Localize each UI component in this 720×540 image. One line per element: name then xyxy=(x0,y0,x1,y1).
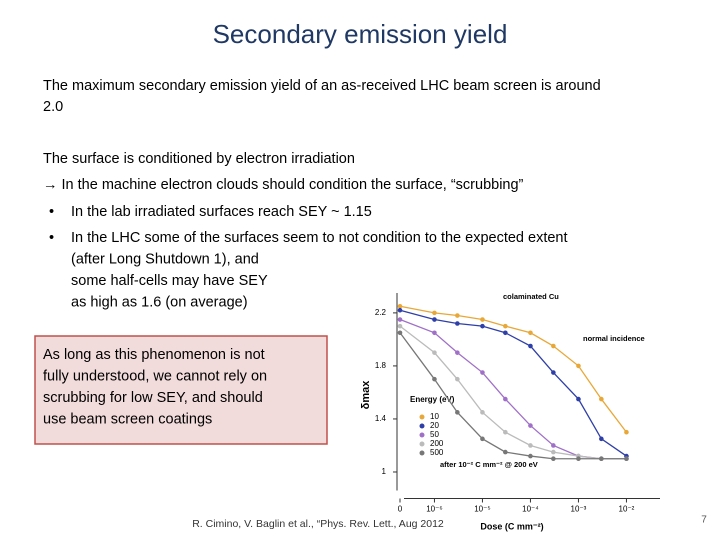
annotation: colaminated Cu xyxy=(503,292,559,301)
data-point xyxy=(397,330,403,336)
data-point xyxy=(455,376,460,382)
note-line: scrubbing for low SEY, and should xyxy=(43,390,263,406)
data-point xyxy=(455,321,460,326)
x-tick-label: 0 xyxy=(398,505,403,514)
legend-marker xyxy=(419,441,425,447)
annotation: normal incidence xyxy=(583,334,645,343)
data-point xyxy=(397,303,403,309)
y-tick-label: 1.8 xyxy=(375,361,387,370)
y-tick-label: 1.4 xyxy=(375,414,387,423)
data-point xyxy=(551,449,556,455)
data-point xyxy=(528,330,533,336)
intro-line: 2.0 xyxy=(43,99,63,115)
data-point xyxy=(480,436,485,442)
intro-line: The maximum secondary emission yield of … xyxy=(43,78,601,94)
data-point xyxy=(528,443,533,448)
data-point xyxy=(624,429,629,435)
data-point xyxy=(551,343,556,349)
x-axis-label: Dose (C mm⁻²) xyxy=(480,521,543,531)
slide-title: Secondary emission yield xyxy=(213,19,508,49)
data-point xyxy=(503,323,508,329)
bullet-text: some half-cells may have SEY xyxy=(71,273,268,289)
legend-marker xyxy=(419,432,425,438)
data-point xyxy=(624,456,629,462)
data-point xyxy=(455,350,460,355)
bullet: • xyxy=(49,230,54,246)
bullet-text: In the LHC some of the surfaces seem to … xyxy=(71,230,568,246)
data-point xyxy=(432,330,437,336)
data-point xyxy=(480,370,485,375)
data-point xyxy=(528,343,533,349)
legend-label: 500 xyxy=(430,448,444,457)
legend-marker xyxy=(419,450,425,456)
legend-marker xyxy=(419,414,425,420)
legend-title: Energy (eV) xyxy=(410,395,455,404)
data-point xyxy=(503,396,508,402)
bullet: • xyxy=(49,204,54,220)
paragraph: The surface is conditioned by electron i… xyxy=(43,151,355,167)
note-line: As long as this phenomenon is not xyxy=(43,347,265,363)
bullet-text: as high as 1.6 (on average) xyxy=(71,294,248,310)
data-point xyxy=(480,410,485,415)
series-line xyxy=(399,332,627,460)
data-point xyxy=(599,436,604,442)
bullet-text: (after Long Shutdown 1), and xyxy=(71,251,259,267)
legend-label: 50 xyxy=(430,430,439,439)
bullet-text: In the lab irradiated surfaces reach SEY… xyxy=(71,204,372,220)
data-point xyxy=(528,423,533,428)
x-tick-label: 10⁻⁶ xyxy=(426,505,442,514)
y-tick-label: 2.2 xyxy=(375,308,387,317)
y-axis-label: δmax xyxy=(360,380,372,410)
x-tick-label: 10⁻⁵ xyxy=(474,505,490,514)
data-point xyxy=(397,307,403,313)
y-tick-label: 1 xyxy=(382,467,387,476)
data-point xyxy=(576,363,581,369)
data-point xyxy=(503,330,508,336)
data-point xyxy=(528,453,533,459)
arrow-line: → In the machine electron clouds should … xyxy=(43,177,524,193)
data-point xyxy=(455,410,460,415)
x-tick-label: 10⁻³ xyxy=(571,505,587,514)
data-point xyxy=(432,350,437,355)
data-point xyxy=(551,443,556,448)
data-point xyxy=(551,370,556,375)
data-point xyxy=(503,449,508,455)
data-point xyxy=(432,376,437,382)
citation: R. Cimino, V. Baglin et al., “Phys. Rev.… xyxy=(192,518,444,530)
data-point xyxy=(576,396,581,402)
series-line xyxy=(399,325,627,460)
data-point xyxy=(397,317,403,322)
data-point xyxy=(480,317,485,322)
data-point xyxy=(576,456,581,462)
legend-marker xyxy=(419,423,425,429)
data-point xyxy=(503,429,508,435)
note-line: use beam screen coatings xyxy=(43,411,212,427)
note-line: fully understood, we cannot rely on xyxy=(43,368,267,384)
data-point xyxy=(432,317,437,322)
note-box xyxy=(34,335,328,445)
data-point xyxy=(432,310,437,316)
x-tick-label: 10⁻² xyxy=(619,505,635,514)
series-line xyxy=(399,309,627,457)
annotation: after 10⁻² C mm⁻² @ 200 eV xyxy=(440,460,538,469)
data-point xyxy=(599,396,604,402)
page-number: 7 xyxy=(701,515,707,526)
legend-label: 10 xyxy=(430,412,439,421)
series-line xyxy=(399,305,627,433)
data-point xyxy=(480,323,485,329)
legend-label: 20 xyxy=(430,421,439,430)
legend-label: 200 xyxy=(430,439,444,448)
data-point xyxy=(599,456,604,462)
x-tick-label: 10⁻⁴ xyxy=(522,505,539,514)
data-point xyxy=(397,323,403,329)
data-point xyxy=(551,456,556,462)
data-point xyxy=(455,313,460,318)
